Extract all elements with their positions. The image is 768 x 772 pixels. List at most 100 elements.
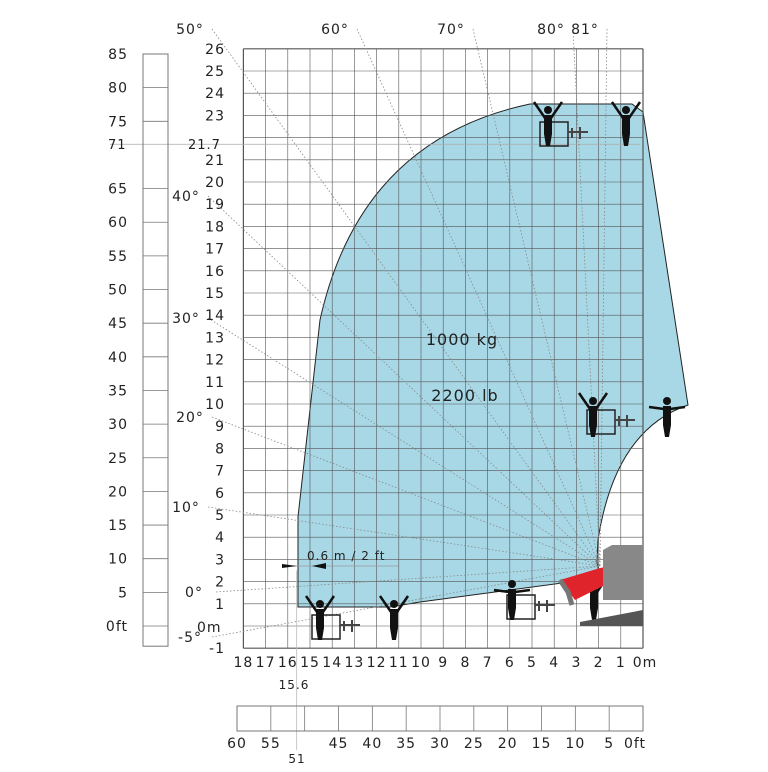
offset-arrow-left bbox=[282, 564, 297, 568]
person-body bbox=[589, 406, 597, 437]
meter-height-label: 4 bbox=[215, 530, 225, 546]
basket-icon bbox=[506, 594, 555, 620]
person-icon bbox=[610, 101, 642, 146]
feet-height-label: 25 bbox=[108, 451, 128, 467]
machine-arm bbox=[557, 578, 575, 606]
boom-angle-line bbox=[472, 28, 601, 567]
basket-icon bbox=[586, 409, 635, 435]
meter-height-label: 3 bbox=[215, 552, 225, 568]
person-head bbox=[316, 600, 324, 608]
feet-height-label: 85 bbox=[108, 47, 128, 63]
meter-reach-label: 14 bbox=[322, 655, 342, 671]
person-head bbox=[663, 397, 671, 405]
boom-angle-lines: 50° 60° 70° 80° 81° 40° 30° 20° 10° 0° -5° bbox=[172, 22, 608, 646]
boom-angle-label: -5° bbox=[178, 630, 202, 646]
basket-icon bbox=[539, 121, 588, 147]
person-icon bbox=[493, 580, 531, 620]
person-arms bbox=[610, 101, 642, 119]
feet-height-label: 80 bbox=[108, 81, 128, 97]
max-reach-m-label: 15.6 bbox=[279, 678, 310, 692]
meter-reach-label: 13 bbox=[344, 655, 364, 671]
max-reach-ft-label: 51 bbox=[288, 752, 305, 766]
feet-height-label: 55 bbox=[108, 249, 128, 265]
basket-icon bbox=[311, 614, 360, 640]
person-body bbox=[663, 406, 671, 437]
person-arms bbox=[304, 595, 336, 613]
person-body bbox=[508, 589, 516, 620]
meter-height-label: 23 bbox=[205, 108, 225, 124]
person-icon bbox=[648, 397, 686, 437]
meter-height-label: 10 bbox=[205, 397, 225, 413]
boom-angle-line bbox=[572, 28, 601, 567]
load-kg-label: 1000 kg bbox=[426, 330, 498, 349]
boom-angle-label: 30° bbox=[172, 311, 200, 327]
meter-height-label: 24 bbox=[205, 86, 225, 102]
meter-reach-label: 11 bbox=[389, 655, 409, 671]
basket-attachment bbox=[340, 620, 360, 632]
meter-height-label: 16 bbox=[205, 264, 225, 280]
boom-angle-label: 20° bbox=[176, 410, 204, 426]
load-lb-label: 2200 lb bbox=[431, 386, 498, 405]
feet-height-label: 45 bbox=[108, 316, 128, 332]
meter-reach-label: 15 bbox=[300, 655, 320, 671]
meter-height-label: 18 bbox=[205, 219, 225, 235]
feet-reach-scale: 60 55 45 40 35 30 25 20 15 10 5 0ft bbox=[227, 705, 646, 752]
feet-height-scale: 85 80 75 65 60 55 50 45 40 35 30 25 20 15 10 5 0ft bbox=[106, 47, 169, 647]
feet-reach-label: 10 bbox=[565, 736, 585, 752]
max-height-ft-label: 71 bbox=[108, 138, 127, 153]
feet-height-label: 20 bbox=[108, 484, 128, 500]
feet-reach-label: 40 bbox=[362, 736, 382, 752]
basket-frame bbox=[586, 409, 616, 435]
feet-reach-label: 60 bbox=[227, 736, 247, 752]
meter-reach-label: 0m bbox=[633, 655, 658, 671]
boom-angle-line bbox=[207, 317, 601, 567]
meter-height-label: 14 bbox=[205, 308, 225, 324]
meter-height-label: -1 bbox=[209, 641, 225, 657]
feet-height-label: 30 bbox=[108, 417, 128, 433]
feet-reach-label: 0ft bbox=[624, 736, 646, 752]
meter-reach-label: 3 bbox=[571, 655, 581, 671]
meter-reach-label: 1 bbox=[616, 655, 626, 671]
offset-label: 0.6 m / 2 ft bbox=[307, 549, 385, 563]
person-arms bbox=[532, 101, 564, 119]
person-arms bbox=[493, 588, 531, 594]
boom-angle-label: 81° bbox=[571, 22, 599, 38]
meter-reach-label: 6 bbox=[505, 655, 515, 671]
basket-attachment bbox=[568, 127, 588, 139]
feet-reach-label: 35 bbox=[396, 736, 416, 752]
feet-height-label: 5 bbox=[118, 585, 128, 601]
person-body bbox=[544, 115, 552, 146]
meter-height-label: 12 bbox=[205, 353, 225, 369]
zero-m-label: 0m bbox=[197, 620, 222, 636]
feet-height-label: 60 bbox=[108, 215, 128, 231]
meter-reach-label: 9 bbox=[438, 655, 448, 671]
boom-angle-label: 50° bbox=[176, 22, 204, 38]
feet-reach-label: 25 bbox=[464, 736, 484, 752]
meter-reach-label: 12 bbox=[367, 655, 387, 671]
person-arms bbox=[648, 405, 686, 411]
boom-angle-line bbox=[356, 28, 601, 567]
boom-angle-label: 80° bbox=[537, 22, 565, 38]
person-icon bbox=[304, 595, 336, 640]
meter-height-label: 11 bbox=[205, 375, 225, 391]
meter-height-label: 19 bbox=[205, 197, 225, 213]
meter-height-label: 26 bbox=[205, 42, 225, 58]
meter-height-label: 7 bbox=[215, 464, 225, 480]
meter-height-label: 9 bbox=[215, 419, 225, 435]
load-envelope bbox=[297, 103, 689, 608]
operator-figures bbox=[304, 101, 686, 640]
person-arms bbox=[378, 595, 410, 613]
boom-angle-label: 70° bbox=[437, 22, 465, 38]
feet-reach-label: 15 bbox=[532, 736, 552, 752]
person-head bbox=[508, 580, 516, 588]
meter-height-label: 20 bbox=[205, 175, 225, 191]
boom-angle-label: 60° bbox=[321, 22, 349, 38]
feet-height-label: 0ft bbox=[106, 619, 128, 635]
basket-frame bbox=[539, 121, 569, 147]
boom-angle-line bbox=[215, 565, 601, 593]
meter-height-label: 6 bbox=[215, 486, 225, 502]
person-head bbox=[622, 106, 630, 114]
offset-indicator: 0.6 m / 2 ft bbox=[282, 549, 398, 569]
person-arms bbox=[577, 392, 609, 410]
